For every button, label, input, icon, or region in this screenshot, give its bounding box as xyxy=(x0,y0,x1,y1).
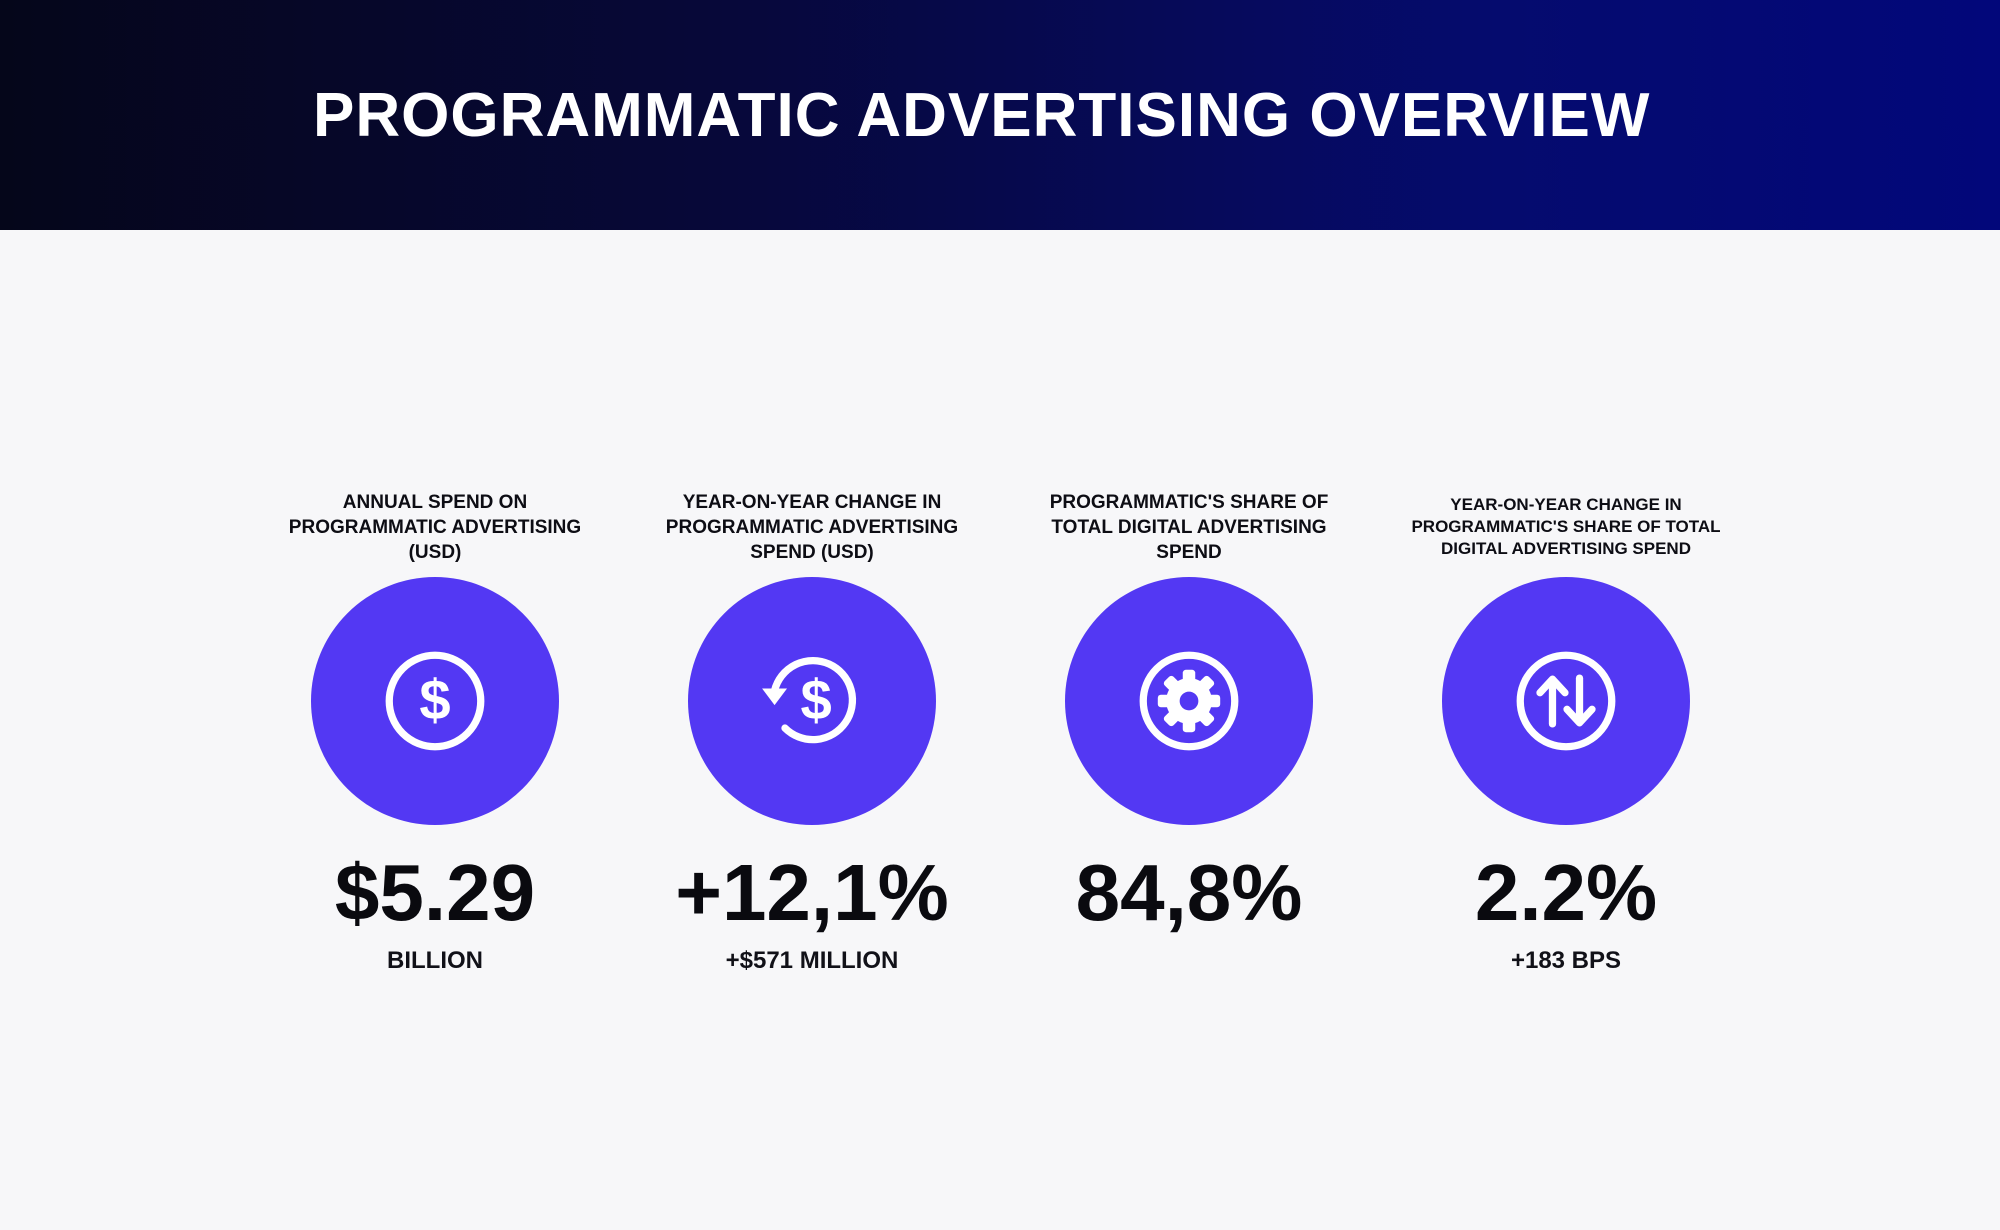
kpi-subvalue: +$571 MILLION xyxy=(725,947,899,974)
kpi-yoy-spend-change: YEAR-ON-YEAR CHANGE IN PROGRAMMATIC ADVE… xyxy=(642,470,982,990)
svg-text:$: $ xyxy=(419,669,450,732)
gear-icon xyxy=(1139,651,1239,751)
kpi-label: ANNUAL SPEND ON PROGRAMMATIC ADVERTISING… xyxy=(288,491,582,563)
kpi-yoy-share-change: YEAR-ON-YEAR CHANGE IN PROGRAMMATIC'S SH… xyxy=(1396,470,1736,990)
kpi-subvalue: BILLION xyxy=(387,947,483,974)
kpi-label: YEAR-ON-YEAR CHANGE IN PROGRAMMATIC'S SH… xyxy=(1411,495,1721,558)
kpi-label: PROGRAMMATIC'S SHARE OF TOTAL DIGITAL AD… xyxy=(1049,491,1329,563)
dollar-circle-icon: $ xyxy=(385,651,485,751)
svg-text:$: $ xyxy=(801,669,832,732)
dollar-refresh-icon: $ xyxy=(762,656,857,744)
kpi-value: +12,1% xyxy=(675,848,949,937)
kpi-label: YEAR-ON-YEAR CHANGE IN PROGRAMMATIC ADVE… xyxy=(665,491,959,563)
page-title: PROGRAMMATIC ADVERTISING OVERVIEW xyxy=(313,81,1651,150)
kpi-icon-circle: $ xyxy=(311,577,559,825)
kpi-programmatic-share: PROGRAMMATIC'S SHARE OF TOTAL DIGITAL AD… xyxy=(1019,470,1359,990)
kpi-value: 84,8% xyxy=(1075,848,1303,937)
kpi-icon-circle xyxy=(1065,577,1313,825)
kpi-value: $5.29 xyxy=(334,848,536,937)
kpi-subvalue: +183 BPS xyxy=(1510,947,1622,974)
kpi-annual-spend: ANNUAL SPEND ON PROGRAMMATIC ADVERTISING… xyxy=(265,470,605,990)
up-down-arrows-icon xyxy=(1516,651,1616,751)
kpi-icon-circle xyxy=(1442,577,1690,825)
kpi-icon-circle: $ xyxy=(688,577,936,825)
kpi-value: 2.2% xyxy=(1474,848,1658,937)
header-banner: PROGRAMMATIC ADVERTISING OVERVIEW xyxy=(0,0,2000,230)
